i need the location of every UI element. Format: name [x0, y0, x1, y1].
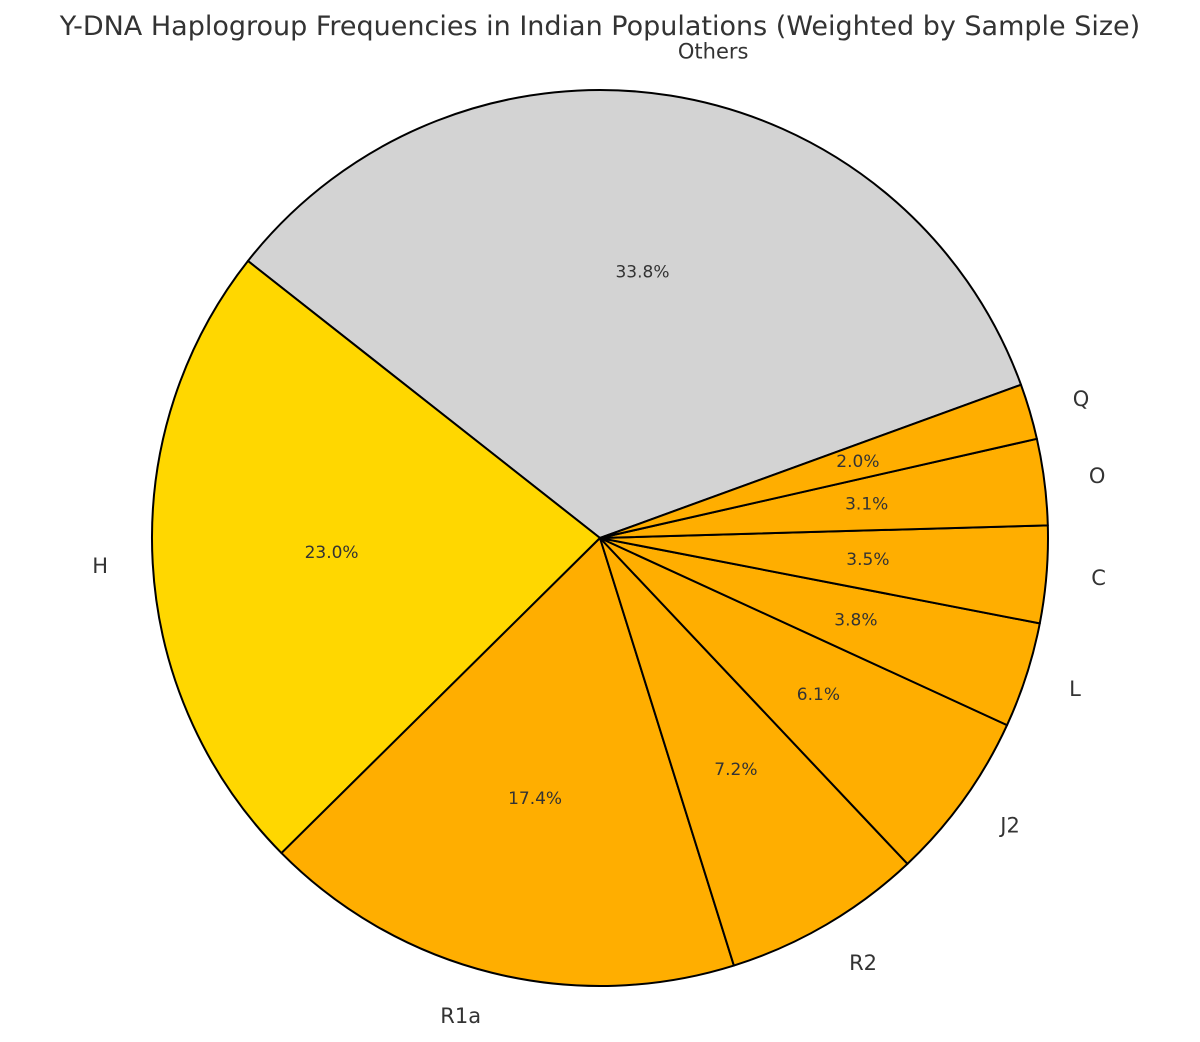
- slice-percent-r1a: 17.4%: [508, 789, 562, 809]
- slice-label-r2: R2: [849, 951, 877, 975]
- pie-labels: Others 33.8% H 23.0% R1a 17.4% R2 7.2% J2 6.1% L 3.…: [92, 39, 1106, 1028]
- pie-slice-h: [150, 259, 601, 855]
- pie-slices: [150, 89, 1049, 987]
- slice-percent-l: 3.8%: [834, 610, 877, 630]
- slice-percent-o: 3.1%: [845, 494, 888, 514]
- chart-title: Y-DNA Haplogroup Frequencies in Indian P…: [59, 11, 1140, 42]
- pie-slice-r2: [599, 537, 909, 967]
- slice-label-r1a: R1a: [440, 1004, 481, 1028]
- pie-slice-j2: [599, 537, 1009, 865]
- slice-percent-c: 3.5%: [846, 550, 889, 570]
- slice-label-l: L: [1069, 677, 1081, 701]
- slice-label-j2: J2: [998, 813, 1020, 837]
- slice-label-c: C: [1091, 566, 1106, 590]
- slice-label-others: Others: [678, 39, 749, 63]
- slice-label-o: O: [1089, 464, 1106, 488]
- slice-percent-others: 33.8%: [615, 263, 669, 283]
- pie-slice-r1a: [280, 537, 735, 987]
- slice-percent-q: 2.0%: [836, 452, 879, 472]
- slice-percent-j2: 6.1%: [797, 685, 840, 705]
- slice-label-h: H: [92, 554, 108, 578]
- pie-slice-q: [599, 383, 1038, 539]
- slice-label-q: Q: [1073, 387, 1090, 411]
- slice-percent-r2: 7.2%: [714, 760, 757, 780]
- pie-slice-others: [246, 89, 1022, 539]
- slice-percent-h: 23.0%: [305, 543, 359, 563]
